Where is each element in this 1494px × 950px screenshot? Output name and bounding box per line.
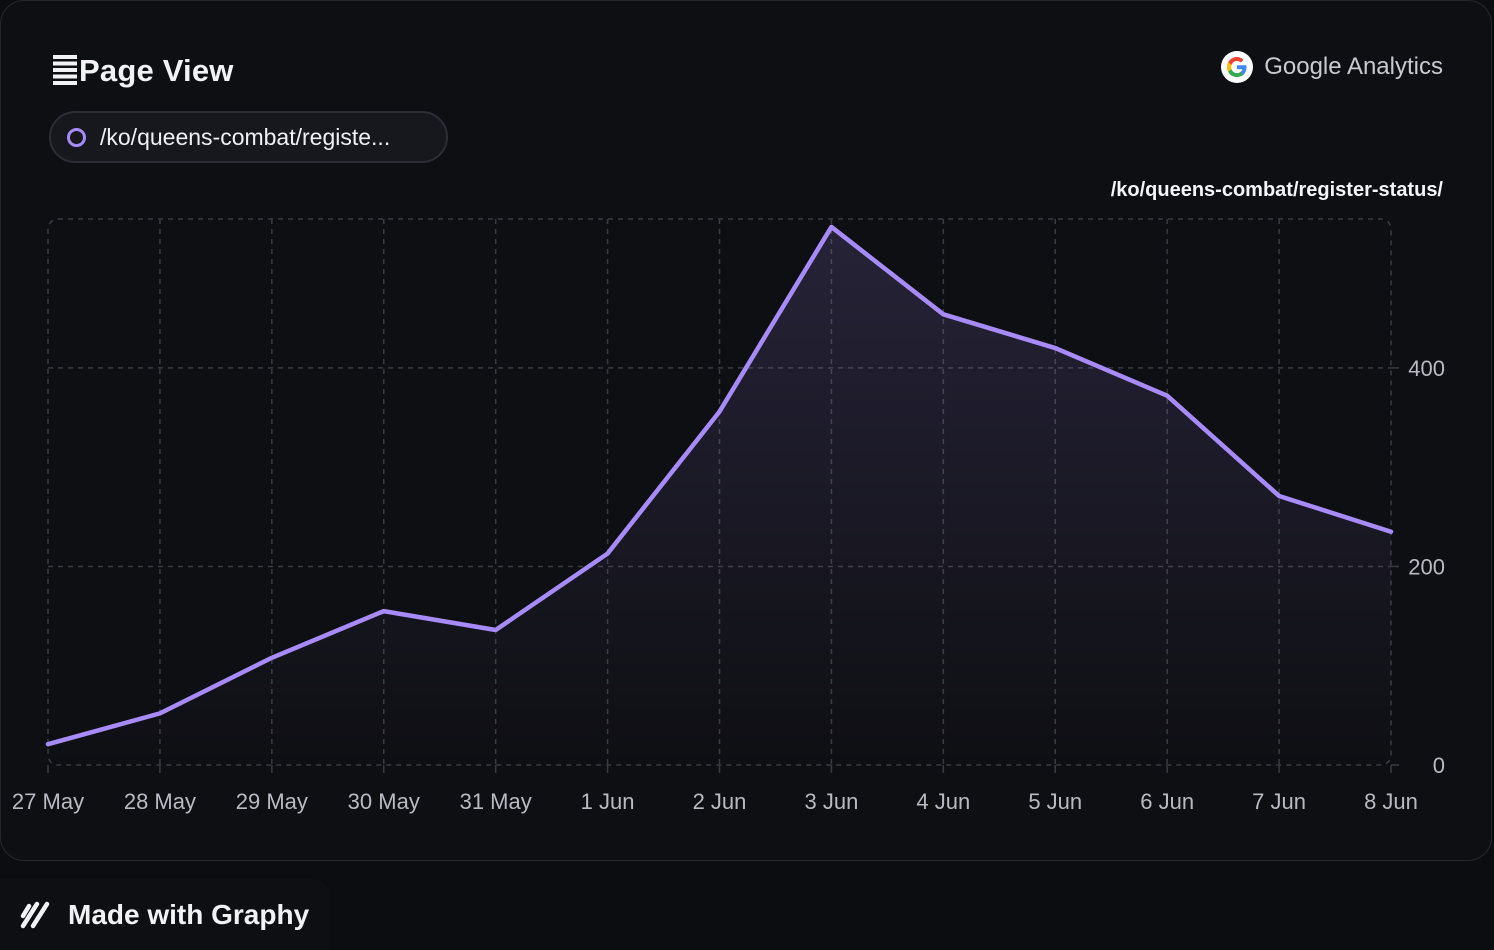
x-tick-label: 4 Jun xyxy=(916,789,970,814)
x-tick-label: 29 May xyxy=(236,789,308,814)
legend-item[interactable]: /ko/queens-combat/registe... xyxy=(49,111,448,163)
data-source: Google Analytics xyxy=(1220,49,1443,85)
data-source-label: Google Analytics xyxy=(1264,53,1443,80)
x-tick-label: 31 May xyxy=(460,789,532,814)
footer-badge[interactable]: Made with Graphy xyxy=(0,879,330,950)
x-tick-label: 27 May xyxy=(12,789,84,814)
x-tick-label: 7 Jun xyxy=(1252,789,1306,814)
y-tick-label: 200 xyxy=(1408,554,1445,579)
y-tick-label: 0 xyxy=(1433,753,1445,778)
x-tick-label: 2 Jun xyxy=(693,789,747,814)
chart-title: Page View xyxy=(79,53,234,88)
x-tick-label: 3 Jun xyxy=(805,789,859,814)
line-chart: 27 May 28 May 29 May 30 May 31 May 1 Jun 2 Jun… xyxy=(12,218,1445,814)
footer-label: Made with Graphy xyxy=(68,898,310,930)
x-tick-label: 8 Jun xyxy=(1364,789,1418,814)
series-area xyxy=(48,226,1391,765)
page-view-icon xyxy=(53,55,77,85)
series-line xyxy=(45,224,1394,747)
legend-marker-icon xyxy=(67,127,86,147)
y-tick-label: 400 xyxy=(1408,356,1445,381)
graphy-logo-icon xyxy=(20,901,50,928)
x-tick-label: 5 Jun xyxy=(1028,789,1082,814)
x-tick-label: 1 Jun xyxy=(581,789,635,814)
x-tick-label: 6 Jun xyxy=(1140,789,1194,814)
google-logo-icon xyxy=(1221,51,1254,83)
series-title: /ko/queens-combat/register-status/ xyxy=(1110,179,1443,201)
chart-header: Page View xyxy=(51,51,234,91)
x-tick-label: 30 May xyxy=(348,789,420,814)
x-tick-label: 28 May xyxy=(124,789,196,814)
